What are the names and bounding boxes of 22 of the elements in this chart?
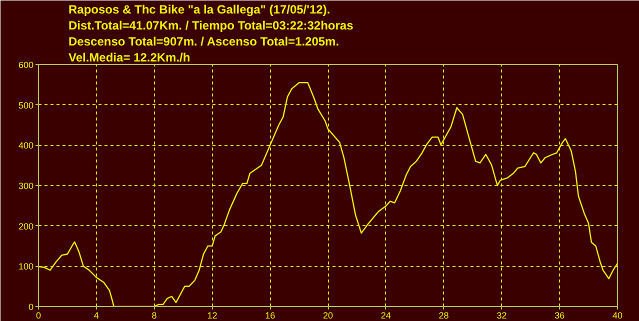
y-tick-label: 400 [18, 140, 34, 151]
y-tick-label: 600 [18, 60, 34, 70]
y-tick-label: 0 [28, 302, 34, 312]
x-tick-label: 12 [207, 310, 218, 320]
x-tick-label: 40 [612, 310, 623, 320]
x-tick-label: 4 [94, 310, 99, 320]
x-tick-label: 16 [265, 310, 276, 320]
y-tick-label: 300 [18, 181, 34, 191]
x-tick-label: 0 [36, 310, 42, 320]
x-tick-label: 28 [438, 310, 449, 320]
y-tick-label: 100 [18, 262, 34, 272]
y-tick-label: 500 [18, 100, 34, 110]
x-tick-label: 32 [496, 310, 507, 320]
y-tick-label: 200 [18, 221, 34, 232]
x-tick-label: 36 [554, 310, 565, 320]
text: Descenso Total=907m. / Ascenso Total=1.205m. [68, 34, 340, 48]
x-tick-label: 20 [322, 310, 334, 320]
x-tick-label: 24 [380, 310, 391, 320]
annotation: Vel.Media= 12.2Km./h [68, 50, 190, 64]
text: Dist.Total=41.07Km. / Tiempo Total=03:22:32horas [68, 18, 354, 32]
x-tick-label: 8 [152, 310, 157, 320]
chart-title: Raposos & Thc Bike "a la Gallega" (17/05/'12). [68, 2, 330, 16]
